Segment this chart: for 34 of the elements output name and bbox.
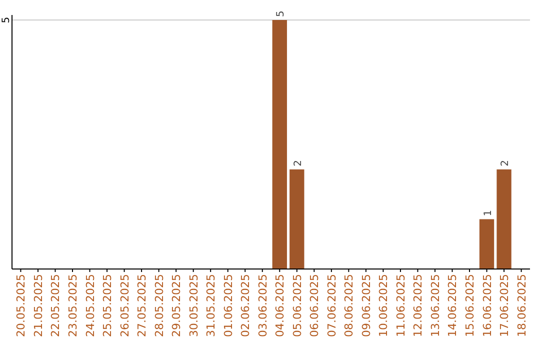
x-tick-label: 16.06.2025 bbox=[480, 274, 494, 337]
x-tick-label: 06.06.2025 bbox=[308, 274, 322, 337]
x-tick-label: 25.05.2025 bbox=[101, 274, 114, 337]
x-tick-label: 29.05.2025 bbox=[170, 274, 184, 337]
x-tick-label: 27.05.2025 bbox=[136, 274, 149, 337]
x-tick-label: 09.06.2025 bbox=[360, 274, 373, 337]
x-tick-label: 03.06.2025 bbox=[256, 274, 270, 337]
x-tick-label: 23.05.2025 bbox=[66, 274, 80, 337]
x-tick-label: 17.06.2025 bbox=[498, 274, 512, 337]
x-tick-label: 14.06.2025 bbox=[446, 274, 460, 337]
x-tick-label: 26.05.2025 bbox=[118, 274, 132, 337]
data-label: 5 bbox=[276, 10, 287, 17]
x-tick-label: 15.06.2025 bbox=[464, 274, 476, 337]
x-tick-label: 12.06.2025 bbox=[412, 274, 425, 337]
x-tick-label: 22.05.2025 bbox=[49, 274, 62, 337]
x-tick-label: 20.05.2025 bbox=[14, 274, 28, 337]
x-tick-label: 24.05.2025 bbox=[84, 274, 97, 337]
x-tick-label: 10.06.2025 bbox=[377, 274, 390, 337]
x-tick-label: 21.05.2025 bbox=[32, 274, 45, 337]
x-tick-label: 13.06.2025 bbox=[428, 274, 442, 337]
x-tick-label: 05.06.2025 bbox=[290, 274, 304, 337]
data-label: 1 bbox=[482, 210, 494, 216]
x-tick-label: 01.06.2025 bbox=[222, 274, 235, 337]
x-tick-label: 08.06.2025 bbox=[342, 274, 356, 337]
x-tick-label: 11.06.2025 bbox=[394, 274, 408, 337]
x-tick-label: 02.06.2025 bbox=[239, 274, 252, 337]
data-label: 2 bbox=[500, 160, 512, 166]
x-tick-label: 07.06.2025 bbox=[325, 274, 338, 337]
x-tick-label: 28.05.2025 bbox=[152, 274, 166, 337]
x-tick-label: 31.05.2025 bbox=[204, 274, 218, 337]
x-tick-label: 18.06.2025 bbox=[515, 274, 528, 337]
x-tick-label: 30.05.2025 bbox=[187, 274, 200, 337]
x-tick-label: 04.06.2025 bbox=[274, 274, 287, 337]
data-label: 2 bbox=[292, 160, 304, 166]
